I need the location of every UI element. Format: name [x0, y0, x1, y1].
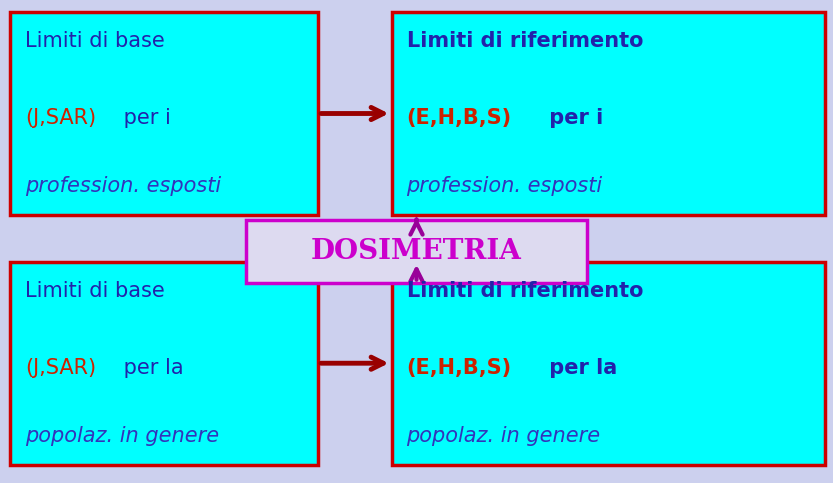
Bar: [246, 220, 587, 283]
Text: Limiti di base: Limiti di base: [25, 31, 165, 51]
Text: (E,H,B,S): (E,H,B,S): [407, 108, 511, 128]
FancyArrowPatch shape: [321, 107, 383, 120]
Text: DOSIMETRIA: DOSIMETRIA: [311, 238, 522, 265]
Bar: [10, 262, 318, 465]
FancyArrowPatch shape: [321, 357, 383, 369]
Text: (J,SAR): (J,SAR): [25, 358, 96, 378]
Bar: [392, 262, 825, 465]
Text: per la: per la: [117, 358, 183, 378]
Bar: [10, 12, 318, 215]
Bar: [392, 12, 825, 215]
FancyArrowPatch shape: [411, 220, 422, 235]
Text: Limiti di base: Limiti di base: [25, 281, 165, 301]
Text: profession. esposti: profession. esposti: [25, 176, 221, 196]
FancyArrowPatch shape: [411, 269, 422, 282]
Text: profession. esposti: profession. esposti: [407, 176, 602, 196]
Text: per la: per la: [542, 358, 617, 378]
Text: Limiti di riferimento: Limiti di riferimento: [407, 281, 643, 301]
Text: popolaz. in genere: popolaz. in genere: [25, 426, 219, 446]
Text: Limiti di riferimento: Limiti di riferimento: [407, 31, 643, 51]
Text: popolaz. in genere: popolaz. in genere: [407, 426, 601, 446]
Text: per i: per i: [117, 108, 171, 128]
Text: per i: per i: [542, 108, 603, 128]
Text: (J,SAR): (J,SAR): [25, 108, 96, 128]
Text: (E,H,B,S): (E,H,B,S): [407, 358, 511, 378]
